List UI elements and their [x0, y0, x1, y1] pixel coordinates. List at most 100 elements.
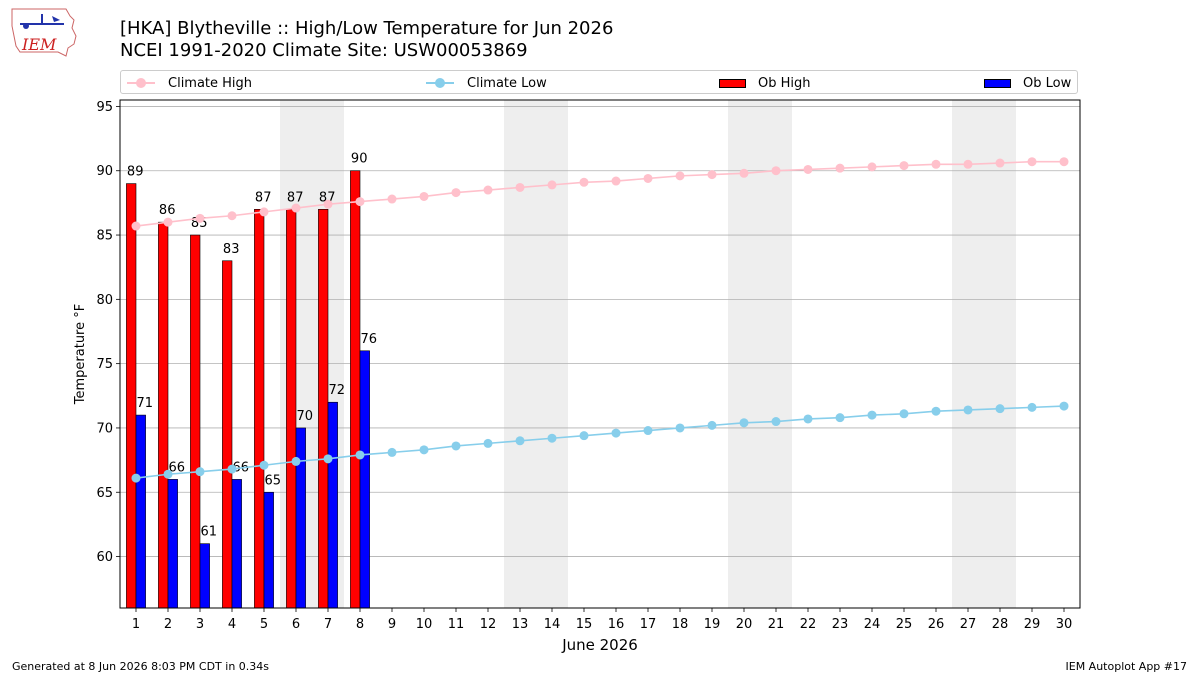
xtick-label-15: 15	[576, 617, 593, 632]
climate-low-point-16	[611, 428, 621, 438]
climate-high-point-24	[867, 162, 877, 172]
climate-low-point-19	[707, 420, 717, 430]
xtick-label-16: 16	[608, 617, 625, 632]
climate-high-point-28	[995, 158, 1005, 168]
bar-ob-high-8	[350, 170, 361, 609]
ytick-label-75: 75	[96, 357, 113, 372]
climate-low-point-4	[227, 464, 237, 474]
climate-high-point-5	[259, 207, 269, 217]
climate-high-point-13	[515, 182, 525, 192]
climate-low-point-9	[387, 447, 397, 457]
climate-low-point-27	[963, 405, 973, 415]
climate-low-point-23	[835, 413, 845, 423]
xtick-label-19: 19	[704, 617, 721, 632]
climate-low-point-8	[355, 450, 365, 460]
bar-ob-low-1	[135, 414, 146, 609]
climate-low-point-18	[675, 423, 685, 433]
label-ob-high-8: 90	[351, 152, 368, 167]
label-ob-low-2: 66	[169, 460, 186, 475]
climate-high-point-4	[227, 211, 237, 221]
climate-low-point-15	[579, 431, 589, 441]
legend: Climate High Climate Low Ob High Ob Low	[120, 70, 1078, 94]
bar-ob-high-5	[254, 209, 265, 609]
label-ob-low-8: 76	[361, 332, 378, 347]
climate-high-point-14	[547, 180, 557, 190]
climate-low-point-17	[643, 426, 653, 436]
climate-low-point-21	[771, 417, 781, 427]
bar-ob-low-7	[327, 401, 338, 609]
climate-high-point-10	[419, 191, 429, 201]
xtick-label-4: 4	[228, 617, 236, 632]
legend-ob-low-label: Ob Low	[1023, 75, 1072, 91]
climate-high-point-21	[771, 166, 781, 176]
chart-title: [HKA] Blytheville :: High/Low Temperatur…	[120, 18, 614, 39]
label-ob-low-7: 72	[329, 383, 346, 398]
xtick-label-5: 5	[260, 617, 268, 632]
climate-low-point-26	[931, 406, 941, 416]
bar-ob-high-3	[190, 234, 201, 609]
climate-low-point-20	[739, 418, 749, 428]
xtick-label-27: 27	[960, 617, 977, 632]
xtick-label-6: 6	[292, 617, 300, 632]
xtick-label-29: 29	[1024, 617, 1041, 632]
label-ob-low-1: 71	[137, 396, 154, 411]
legend-climate-high-label: Climate High	[168, 75, 253, 91]
climate-low-point-12	[483, 438, 493, 448]
climate-low-point-14	[547, 433, 557, 443]
bar-ob-high-2	[158, 221, 169, 609]
weekend-shade-3	[952, 100, 1016, 608]
legend-ob-high-label: Ob High	[758, 75, 811, 91]
climate-high-point-8	[355, 197, 365, 207]
bar-ob-low-4	[231, 479, 242, 609]
logo-text: IEM	[21, 35, 57, 54]
climate-high-point-7	[323, 199, 333, 209]
bar-ob-high-4	[222, 260, 233, 609]
climate-high-point-9	[387, 194, 397, 204]
xtick-label-9: 9	[388, 617, 396, 632]
xtick-label-22: 22	[800, 617, 817, 632]
label-ob-high-6: 87	[287, 190, 304, 205]
ytick-label-95: 95	[96, 100, 113, 115]
ytick-label-85: 85	[96, 229, 113, 244]
weekend-shade-1	[504, 100, 568, 608]
ytick-label-65: 65	[96, 486, 113, 501]
climate-low-point-2	[163, 469, 173, 479]
climate-low-point-1	[131, 473, 141, 483]
x-axis-label: June 2026	[561, 636, 638, 654]
iem-logo: IEM	[8, 6, 80, 62]
footer-app: IEM Autoplot App #17	[1065, 660, 1188, 673]
xtick-label-2: 2	[164, 617, 172, 632]
climate-high-point-27	[963, 159, 973, 169]
climate-low-point-25	[899, 409, 909, 419]
chart-subtitle: NCEI 1991-2020 Climate Site: USW00053869	[120, 40, 528, 61]
xtick-label-24: 24	[864, 617, 881, 632]
climate-high-point-19	[707, 170, 717, 180]
bar-ob-low-6	[295, 427, 306, 609]
legend-climate-low-label: Climate Low	[467, 75, 547, 91]
climate-high-point-18	[675, 171, 685, 181]
climate-high-point-6	[291, 203, 301, 213]
bar-ob-low-5	[263, 491, 274, 609]
climate-high-point-16	[611, 176, 621, 186]
climate-high-point-2	[163, 217, 173, 227]
footer-generated: Generated at 8 Jun 2026 8:03 PM CDT in 0…	[12, 660, 270, 673]
legend-climate-low: Climate Low	[425, 74, 547, 92]
climate-low-point-24	[867, 410, 877, 420]
bar-ob-low-3	[199, 543, 210, 609]
xtick-label-18: 18	[672, 617, 689, 632]
climate-high-point-1	[131, 221, 141, 231]
xtick-label-23: 23	[832, 617, 849, 632]
xtick-label-3: 3	[196, 617, 204, 632]
xtick-label-21: 21	[768, 617, 785, 632]
climate-high-point-29	[1027, 157, 1037, 167]
ytick-label-70: 70	[96, 421, 113, 436]
xtick-label-26: 26	[928, 617, 945, 632]
climate-high-point-12	[483, 185, 493, 195]
bar-ob-high-1	[126, 183, 137, 609]
bar-ob-high-7	[318, 209, 329, 609]
climate-low-point-3	[195, 467, 205, 477]
xtick-label-1: 1	[132, 617, 140, 632]
climate-low-point-13	[515, 436, 525, 446]
y-axis-label: Temperature °F	[73, 304, 88, 405]
climate-high-point-15	[579, 177, 589, 187]
